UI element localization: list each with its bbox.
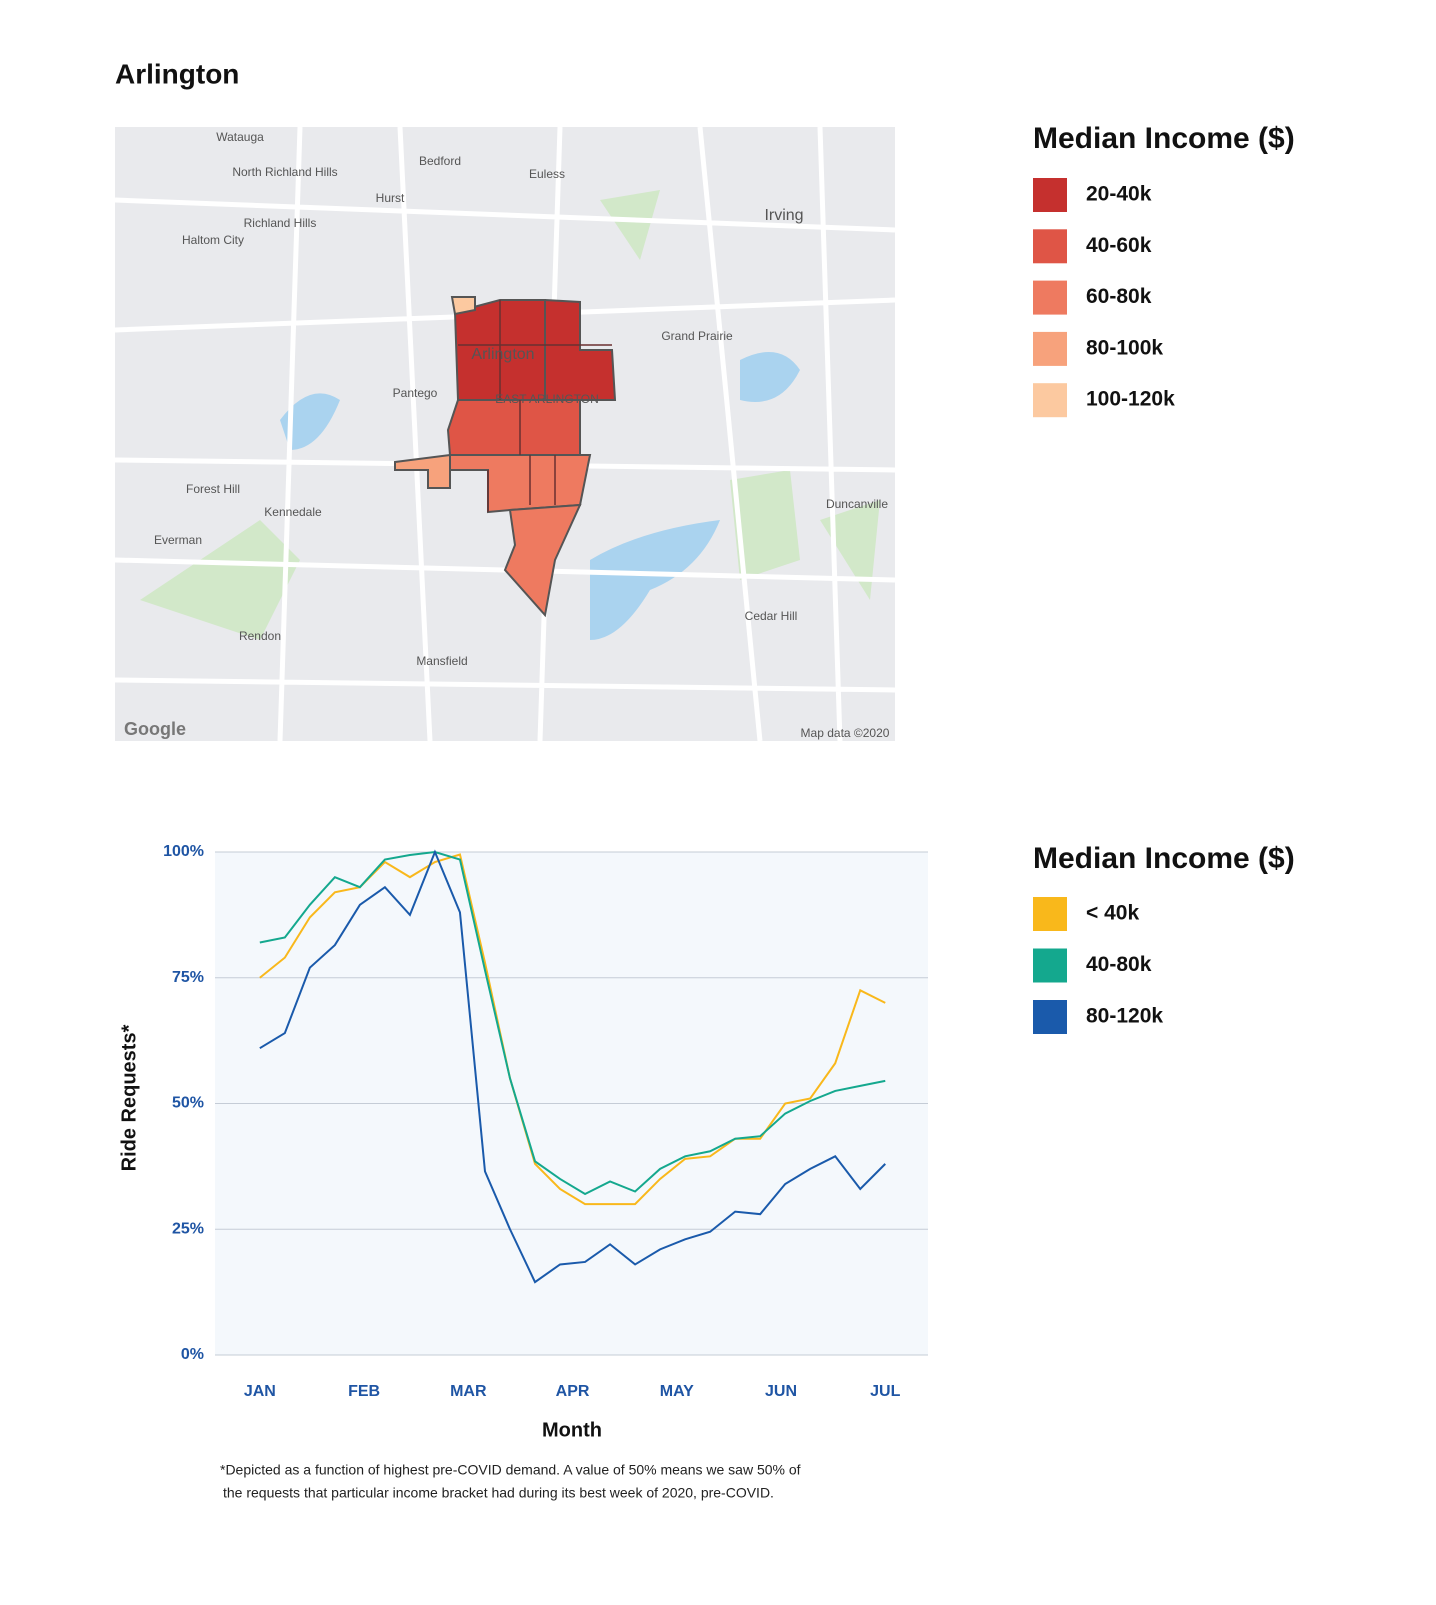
place-label: Grand Prairie — [661, 329, 733, 343]
x-tick-label: JUL — [870, 1383, 900, 1400]
legend-label: 80-120k — [1086, 1005, 1163, 1028]
district — [450, 296, 476, 316]
place-label: Irving — [764, 207, 803, 224]
y-tick-label: 100% — [163, 843, 204, 860]
chart-legend-title: Median Income ($) — [1033, 842, 1295, 875]
place-label: Duncanville — [826, 497, 888, 511]
legend-swatch — [1033, 331, 1067, 366]
place-label: Euless — [529, 167, 565, 181]
district — [446, 399, 581, 456]
legend-label: 40-80k — [1086, 953, 1152, 976]
line-chart: 0% 25% 50% 75% 100% JAN FEB MAR APR MAY JUN JUL Mont… — [118, 842, 1294, 1501]
place-label: Everman — [154, 533, 202, 547]
place-label: Watauga — [216, 130, 264, 144]
legend-label: 80-100k — [1086, 336, 1163, 359]
place-label: Rendon — [239, 629, 281, 643]
place-label: Hurst — [376, 191, 405, 205]
map: Watauga North Richland Hills Bedford Euless… — [114, 126, 896, 742]
legend-swatch — [1033, 178, 1067, 212]
place-label: Google — [124, 719, 186, 739]
place-label: EAST ARLINGTON — [495, 392, 599, 406]
legend-label: < 40k — [1086, 902, 1139, 925]
place-label: Forest Hill — [186, 482, 240, 496]
page-title: Arlington — [115, 58, 239, 89]
y-tick-label: 50% — [172, 1095, 204, 1112]
x-tick-label: MAY — [660, 1383, 694, 1400]
place-label: Haltom City — [182, 233, 244, 247]
series-line — [259, 849, 886, 1284]
legend-label: 20-40k — [1086, 183, 1152, 206]
legend-label: 40-60k — [1086, 234, 1152, 257]
y-tick-label: 0% — [181, 1346, 204, 1363]
place-label: Richland Hills — [244, 216, 317, 230]
place-label: Arlington — [471, 346, 534, 363]
y-tick-label: 75% — [172, 969, 204, 986]
legend-swatch — [1033, 948, 1067, 983]
legend-swatch — [1033, 1000, 1067, 1034]
place-label: Mansfield — [416, 654, 467, 668]
place-label: Pantego — [393, 386, 438, 400]
lake — [280, 352, 800, 640]
park — [140, 190, 880, 640]
series-line — [259, 850, 886, 1196]
legend-swatch — [1033, 280, 1067, 315]
legend-label: 100-120k — [1086, 388, 1175, 411]
place-labels: Watauga North Richland Hills Bedford Euless… — [124, 130, 890, 740]
x-tick-label: APR — [556, 1383, 590, 1400]
district-border — [458, 300, 612, 512]
x-tick-label: FEB — [348, 1383, 380, 1400]
place-label: Cedar Hill — [745, 609, 798, 623]
district — [503, 503, 582, 618]
place-label: Bedford — [419, 154, 461, 168]
x-tick-label: JUN — [765, 1383, 797, 1400]
place-label: Map data ©2020 — [801, 726, 890, 740]
legend-swatch — [1033, 229, 1067, 264]
place-label: North Richland Hills — [232, 165, 337, 179]
legend-swatch — [1033, 383, 1067, 418]
districts — [394, 296, 617, 618]
x-axis-label: Month — [542, 1419, 602, 1441]
footnote: the requests that particular income brac… — [223, 1485, 774, 1501]
map-legend-title: Median Income ($) — [1033, 122, 1295, 155]
footnote: *Depicted as a function of highest pre-C… — [220, 1462, 801, 1478]
x-tick-label: JAN — [244, 1383, 276, 1400]
y-tick-label: 25% — [172, 1220, 204, 1237]
legend-label: 60-80k — [1086, 285, 1152, 308]
legend-swatch — [1033, 897, 1067, 931]
y-axis-label: Ride Requests* — [118, 1024, 140, 1171]
map-legend: 20-40k 40-60k 60-80k 80-100k 100-120k — [1033, 178, 1175, 418]
place-label: Kennedale — [264, 505, 322, 519]
x-tick-label: MAR — [450, 1383, 487, 1400]
